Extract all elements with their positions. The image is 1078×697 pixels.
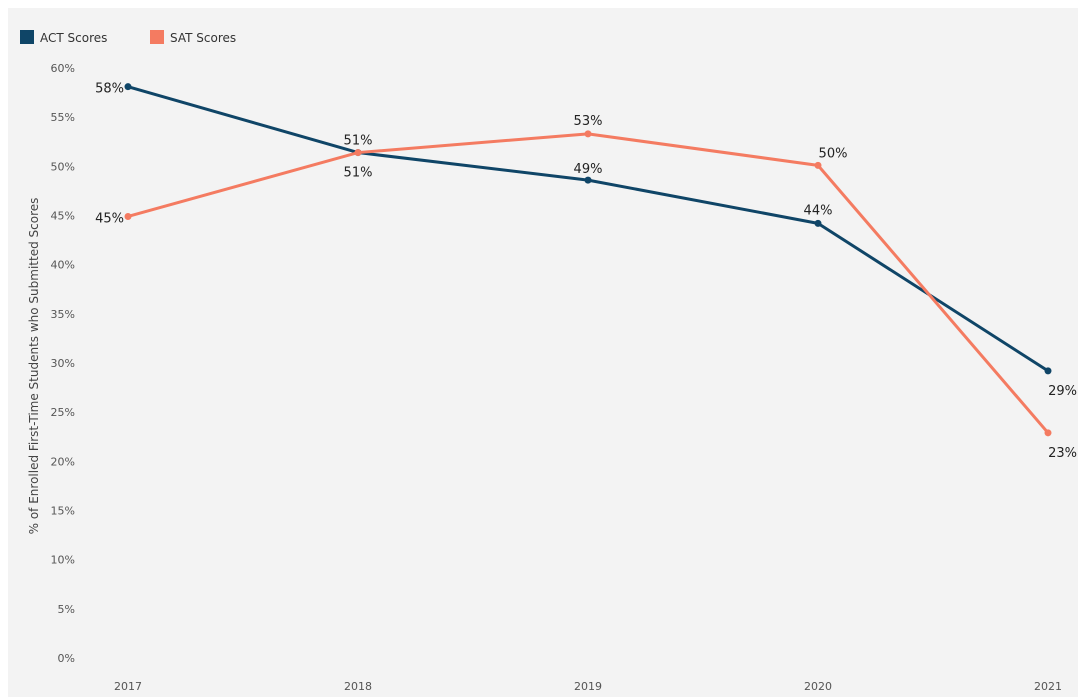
y-tick-label: 15% [51, 505, 75, 518]
x-tick-label: 2019 [574, 680, 602, 693]
y-tick-label: 10% [51, 554, 75, 567]
x-tick-label: 2020 [804, 680, 832, 693]
legend-label-act-scores: ACT Scores [40, 31, 107, 45]
data-label-act-scores: 58% [95, 82, 124, 97]
data-label-sat-scores: 45% [95, 211, 124, 226]
line-chart: ACT Scores SAT Scores 0% 5% 10% 15% 20% 25% 30%… [20, 30, 1077, 693]
data-label-sat-scores: 23% [1048, 446, 1077, 461]
data-point-act-scores[interactable] [814, 219, 822, 227]
data-point-act-scores[interactable] [124, 83, 132, 91]
x-axis: 2017 2018 2019 2020 2021 [114, 680, 1062, 693]
data-label-act-scores: 51% [344, 166, 373, 181]
y-tick-label: 20% [51, 455, 75, 468]
data-label-sat-scores: 51% [344, 134, 373, 149]
series-layer [124, 83, 1052, 437]
x-tick-label: 2017 [114, 680, 142, 693]
data-point-sat-scores[interactable] [354, 149, 362, 157]
y-tick-label: 30% [51, 357, 75, 370]
x-tick-label: 2018 [344, 680, 372, 693]
data-label-sat-scores: 50% [819, 146, 848, 161]
y-tick-label: 5% [58, 603, 75, 616]
series-line-act-scores [126, 85, 1050, 373]
data-label-sat-scores: 53% [574, 114, 603, 129]
y-tick-label: 45% [51, 210, 75, 223]
legend: ACT Scores SAT Scores [20, 30, 236, 45]
y-tick-label: 0% [58, 652, 75, 665]
data-point-sat-scores[interactable] [584, 130, 592, 138]
y-tick-label: 60% [51, 62, 75, 75]
data-point-sat-scores[interactable] [124, 212, 132, 220]
legend-label-sat-scores: SAT Scores [170, 31, 236, 45]
data-point-sat-scores[interactable] [814, 161, 822, 169]
legend-swatch-act-scores [20, 30, 34, 44]
x-tick-label: 2021 [1034, 680, 1062, 693]
y-tick-label: 35% [51, 308, 75, 321]
y-axis: 0% 5% 10% 15% 20% 25% 30% 35% 40% 45% 50% 55% 60% [51, 62, 75, 665]
data-label-act-scores: 29% [1048, 384, 1077, 399]
legend-swatch-sat-scores [150, 30, 164, 44]
y-axis-title: % of Enrolled First-Time Students who Su… [27, 198, 41, 535]
data-labels: 58% 51% 49% 44% 29% 45% 51% 53% 50% 23% [95, 82, 1077, 461]
y-tick-label: 55% [51, 111, 75, 124]
data-point-act-scores[interactable] [584, 176, 592, 184]
data-label-act-scores: 49% [574, 162, 603, 177]
data-label-act-scores: 44% [804, 203, 833, 218]
y-tick-label: 50% [51, 160, 75, 173]
chart-panel: ACT Scores SAT Scores 0% 5% 10% 15% 20% 25% 30%… [8, 8, 1078, 697]
y-tick-label: 25% [51, 406, 75, 419]
data-point-act-scores[interactable] [1044, 367, 1052, 375]
y-tick-label: 40% [51, 259, 75, 272]
data-point-sat-scores[interactable] [1044, 429, 1052, 437]
